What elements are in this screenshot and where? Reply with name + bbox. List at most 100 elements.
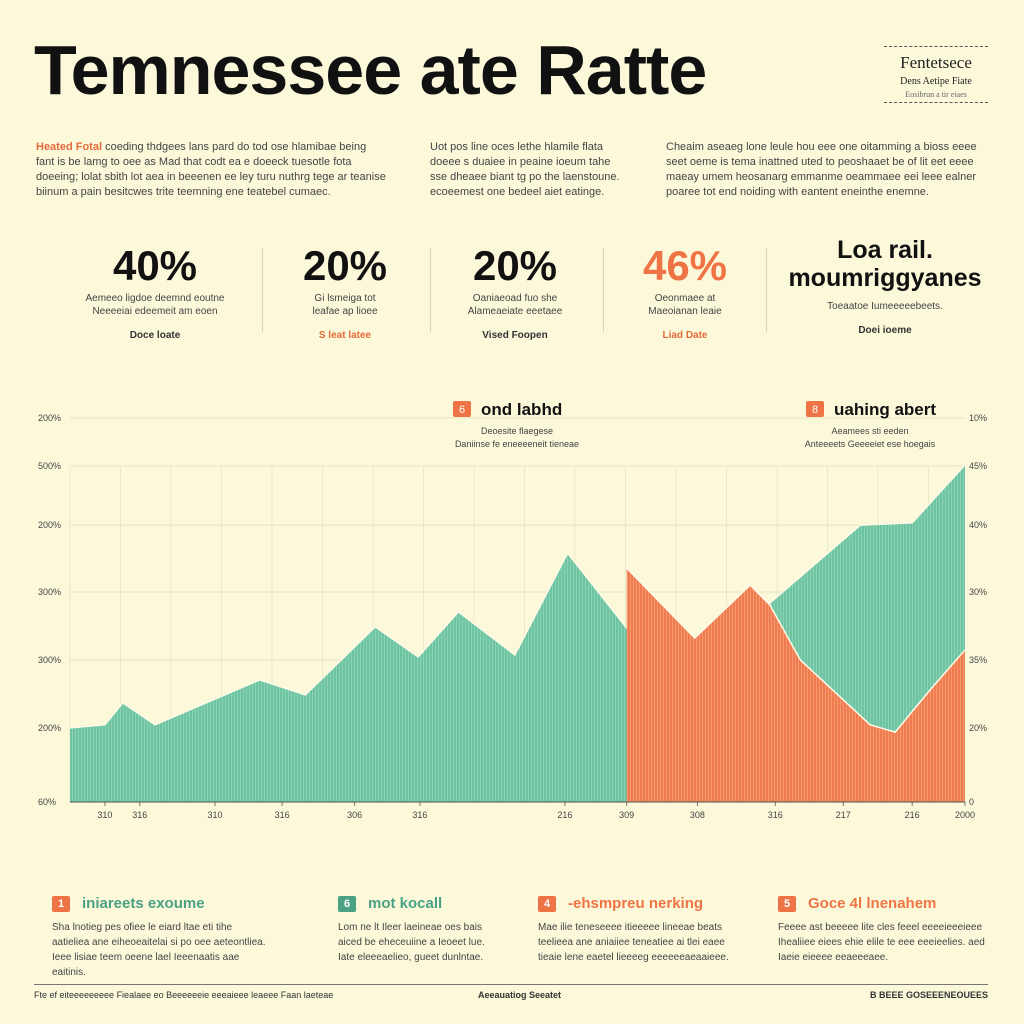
stat: 20% Oaniaeoad fuo she Alameaeiate eeetae… (440, 240, 590, 341)
y-tick-label: 200% (38, 413, 61, 423)
annotation-line: Anteeeets Geeeeiet ese hoegais (805, 439, 936, 449)
callout-title: mot kocall (368, 895, 443, 912)
x-tick-label: 316 (132, 810, 147, 820)
intro-lead: Heated Fotal (36, 141, 103, 153)
annotation-badge-bg (453, 401, 471, 417)
y-tick-label: 200% (38, 520, 61, 530)
callout-badge: 1 (52, 895, 70, 912)
y-tick-label: 200% (38, 723, 61, 733)
x-tick-label: 316 (412, 810, 427, 820)
intro-text: Uot pos line oces lethe hlamile flata do… (430, 141, 620, 198)
divider (766, 248, 767, 332)
stat: 20% Gi lsmeiga tot leafae ap lioee S lea… (270, 240, 420, 341)
stat-value: 20% (302, 242, 388, 289)
intro-text: coeding thdgees lans pard do tod ose hla… (36, 141, 386, 198)
stat-desc: Aemeeo ligdoe deemnd eoutne (85, 293, 225, 304)
y2-tick-label: 45% (969, 461, 987, 471)
callout-title: Goce 4l lnenahem (808, 895, 937, 912)
x-tick-label: 306 (347, 810, 362, 820)
area (626, 568, 965, 802)
stat-desc: Gi lsmeiga tot (314, 293, 376, 304)
area-edge (626, 567, 966, 733)
stat-foot: Doce loate (129, 330, 181, 341)
badge-line: Eosibrun a tir eiaes (905, 90, 967, 99)
annotation-title: ond labhd (481, 400, 562, 419)
y-tick-label: 500% (38, 461, 61, 471)
stat-desc: Alameaeiate eeetaee (467, 306, 563, 317)
badge-line: Dens Aetipe Fiate (900, 76, 972, 87)
stat-foot: Liad Date (662, 330, 708, 341)
callout: 6 mot kocall Lom ne lt Ileer laeineae oes… (338, 895, 498, 965)
x-tick-label: 310 (207, 810, 222, 820)
stat-value: 40% (112, 242, 198, 289)
corner-badge: Fentetsece Dens Aetipe Fiate Eosibrun a … (884, 46, 988, 103)
footer-right: B BEEE GOSEEENEOUEES (869, 990, 988, 1000)
y-tick-label: 300% (38, 587, 61, 597)
annotation-line: Daniinse fe eneeeeneit tieneae (455, 439, 579, 449)
callout: 5 Goce 4l lnenahem Feeee ast beeeee lite … (778, 895, 988, 965)
y2-tick-label: 30% (969, 587, 987, 597)
x-tick-label: 316 (275, 810, 290, 820)
annotation-badge-bg (806, 401, 824, 417)
y2-tick-label: 20% (969, 723, 987, 733)
x-tick-label: 217 (836, 810, 851, 820)
footer-left: Fte ef eiteeeeeeeee Fiealaee eo Beeeeeei… (34, 990, 334, 1000)
y2-tick-label: 10% (969, 413, 987, 423)
callout: 1 iniareets exoume Sha lnotieg pes ofiee … (52, 895, 272, 980)
callout-text: Feeee ast beeeee lite cles feeel eeeeiee… (778, 922, 985, 963)
callout-text: Lom ne lt Ileer laeineae oes bais aiced … (338, 922, 485, 963)
callout-text: Mae ilie teneseeee itieeeee lineeae beat… (538, 922, 729, 963)
stat-foot: S leat latee (318, 330, 372, 341)
intro-text: Cheaim aseaeg lone leule hou eee one oit… (666, 141, 977, 198)
annotation-line: Aeamees sti eeden (831, 426, 908, 436)
chart: 60% 200% 300% 300% 200% 500% 200% 0 20% 35% 30% 40%… (38, 400, 987, 820)
footer-rule (34, 984, 988, 985)
annotation-badge: 6 (459, 404, 465, 416)
footer-center: Aeeauatiog Seeatet (478, 990, 562, 1000)
stat-foot: Vised Foopen (482, 330, 548, 341)
x-tick-label: 309 (619, 810, 634, 820)
intro-column: Cheaim aseaeg lone leule hou eee one oit… (666, 140, 988, 200)
x-tick-label: 216 (557, 810, 572, 820)
annotation-title: uahing abert (834, 400, 936, 419)
intro-column: Heated Fotal coeding thdgees lans pard d… (36, 140, 386, 200)
intro-column: Uot pos line oces lethe hlamile flata do… (430, 140, 630, 200)
y-tick-label: 300% (38, 655, 61, 665)
divider (430, 248, 431, 332)
stat-foot: Doei ioeme (858, 325, 912, 336)
callout-text: Sha lnotieg pes ofiee le eiard ltae eti … (52, 922, 266, 978)
stat-desc: leafae ap lioee (312, 306, 378, 317)
stat-desc: Neeeeiai edeemeit am eoen (92, 306, 218, 317)
area-edge (69, 464, 966, 729)
callout: 4 -ehsmpreu nerking Mae ilie teneseeee it… (538, 895, 738, 965)
callout-title: iniareets exoume (82, 895, 205, 912)
page-title: Temnessee ate Ratte (34, 31, 707, 109)
stat: 40% Aemeeo ligdoe deemnd eoutne Neeeeiai… (60, 240, 250, 341)
stat-desc: Oaniaeoad fuo she (472, 293, 558, 304)
stat-desc: Toeaatoe Iumeeeeebeets. (827, 301, 943, 312)
callout-badge: 6 (338, 895, 356, 912)
y2-tick-label: 40% (969, 520, 987, 530)
divider (262, 248, 263, 332)
stat-value: Loa rail. moumriggyanes (788, 236, 982, 292)
x-tick-label: 308 (690, 810, 705, 820)
stat-desc: Oeonmaee at (654, 293, 716, 304)
callout-badge: 4 (538, 895, 556, 912)
stat: Loa rail. moumriggyanes Toeaatoe Iumeeee… (780, 236, 990, 336)
annotation-line: Deoesite flaegese (481, 426, 553, 436)
x-tick-label: 310 (97, 810, 112, 820)
divider (603, 248, 604, 332)
stat: 46% Oeonmaee at Maeoianan leaie Liad Dat… (610, 240, 760, 341)
y2-tick-label: 0 (969, 797, 974, 807)
badge-title: Fentetsece (900, 53, 972, 72)
callout-title: -ehsmpreu nerking (568, 895, 704, 912)
stat-desc: Maeoianan leaie (648, 306, 722, 317)
stat-value: 46% (642, 242, 728, 289)
y2-tick-label: 35% (969, 655, 987, 665)
x-tick-label: 316 (768, 810, 783, 820)
y-tick-label: 60% (38, 797, 56, 807)
annotation-badge: 8 (812, 404, 818, 416)
callout-badge: 5 (778, 895, 796, 912)
x-tick-label: 216 (905, 810, 920, 820)
